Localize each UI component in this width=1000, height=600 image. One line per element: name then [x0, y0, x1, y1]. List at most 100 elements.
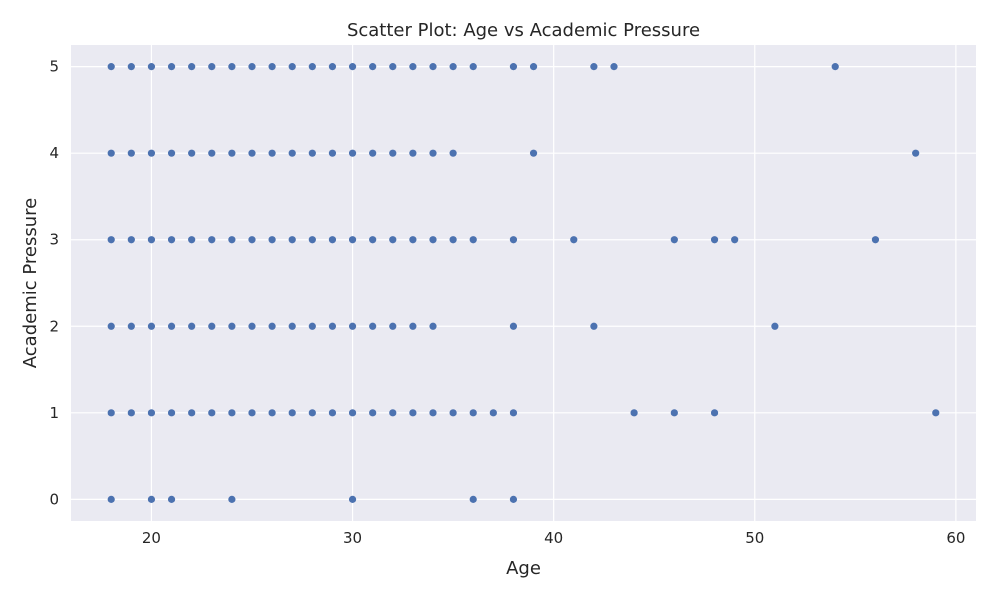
- data-point: [208, 63, 216, 71]
- data-point: [167, 63, 176, 71]
- plot-area: [71, 45, 976, 521]
- data-point: [208, 322, 216, 330]
- data-point: [208, 409, 216, 417]
- y-axis-ticks: 0 1 2 3 4 5: [49, 58, 59, 509]
- data-point: [248, 236, 256, 244]
- data-point: [389, 236, 397, 244]
- data-point: [147, 495, 156, 503]
- data-point: [369, 236, 377, 244]
- data-point: [429, 409, 437, 417]
- data-point: [509, 409, 518, 417]
- data-point: [107, 149, 115, 157]
- data-point: [248, 409, 256, 417]
- data-point: [268, 149, 276, 157]
- data-point: [328, 63, 337, 71]
- data-point: [308, 322, 316, 330]
- data-point: [389, 63, 397, 71]
- data-point: [328, 236, 337, 244]
- data-point: [288, 322, 296, 330]
- data-point: [107, 409, 115, 417]
- data-point: [429, 149, 437, 157]
- x-tick-label: 20: [142, 529, 161, 547]
- data-point: [529, 63, 538, 71]
- y-tick-label: 3: [49, 231, 59, 249]
- data-point: [912, 149, 920, 157]
- data-point: [107, 236, 115, 244]
- data-point: [509, 322, 518, 330]
- data-point: [228, 236, 236, 244]
- data-point: [389, 409, 397, 417]
- data-point: [429, 63, 437, 71]
- y-axis-label: Academic Pressure: [20, 198, 41, 368]
- data-point: [610, 63, 618, 71]
- data-point: [107, 495, 115, 503]
- chart-title: Scatter Plot: Age vs Academic Pressure: [347, 20, 700, 41]
- x-axis-ticks: 20 30 40 50 60: [142, 529, 966, 547]
- y-tick-label: 1: [49, 404, 59, 422]
- data-point: [288, 409, 296, 417]
- data-point: [469, 63, 477, 71]
- data-point: [188, 409, 196, 417]
- x-tick-label: 30: [343, 529, 362, 547]
- data-point: [570, 236, 578, 244]
- data-point: [469, 495, 477, 503]
- data-point: [369, 149, 377, 157]
- data-point: [288, 63, 296, 71]
- data-point: [409, 149, 417, 157]
- data-point: [188, 322, 196, 330]
- data-point: [127, 63, 135, 71]
- data-point: [127, 149, 135, 157]
- data-point: [429, 322, 437, 330]
- data-point: [590, 63, 598, 71]
- data-point: [369, 409, 377, 417]
- data-point: [188, 63, 196, 71]
- data-point: [127, 236, 135, 244]
- data-point: [107, 322, 115, 330]
- y-tick-label: 5: [49, 58, 59, 76]
- data-point: [268, 236, 276, 244]
- data-point: [409, 236, 417, 244]
- data-point: [308, 63, 316, 71]
- data-point: [590, 322, 598, 330]
- data-point: [449, 409, 457, 417]
- data-point: [409, 63, 417, 71]
- data-point: [871, 236, 880, 244]
- data-point: [348, 63, 357, 71]
- data-point: [127, 409, 135, 417]
- data-point: [288, 236, 296, 244]
- data-point: [147, 63, 156, 71]
- data-point: [529, 149, 538, 157]
- data-point: [369, 63, 377, 71]
- data-point: [228, 63, 236, 71]
- data-point: [449, 236, 457, 244]
- data-point: [348, 236, 357, 244]
- data-point: [208, 149, 216, 157]
- data-point: [831, 63, 839, 71]
- data-point: [188, 236, 196, 244]
- data-point: [328, 322, 337, 330]
- data-point: [308, 149, 316, 157]
- data-point: [167, 149, 176, 157]
- data-point: [167, 322, 176, 330]
- data-point: [167, 409, 176, 417]
- data-point: [670, 236, 678, 244]
- data-point: [127, 322, 135, 330]
- data-point: [449, 149, 457, 157]
- data-point: [147, 409, 156, 417]
- data-point: [308, 409, 316, 417]
- data-point: [147, 236, 156, 244]
- data-point: [167, 236, 176, 244]
- data-point: [429, 236, 437, 244]
- data-point: [147, 322, 156, 330]
- data-point: [710, 236, 719, 244]
- data-point: [228, 409, 236, 417]
- data-point: [731, 236, 739, 244]
- data-point: [228, 322, 236, 330]
- data-point: [308, 236, 316, 244]
- data-point: [248, 149, 256, 157]
- data-point: [710, 409, 719, 417]
- data-point: [228, 495, 236, 503]
- data-point: [469, 409, 477, 417]
- data-point: [509, 495, 518, 503]
